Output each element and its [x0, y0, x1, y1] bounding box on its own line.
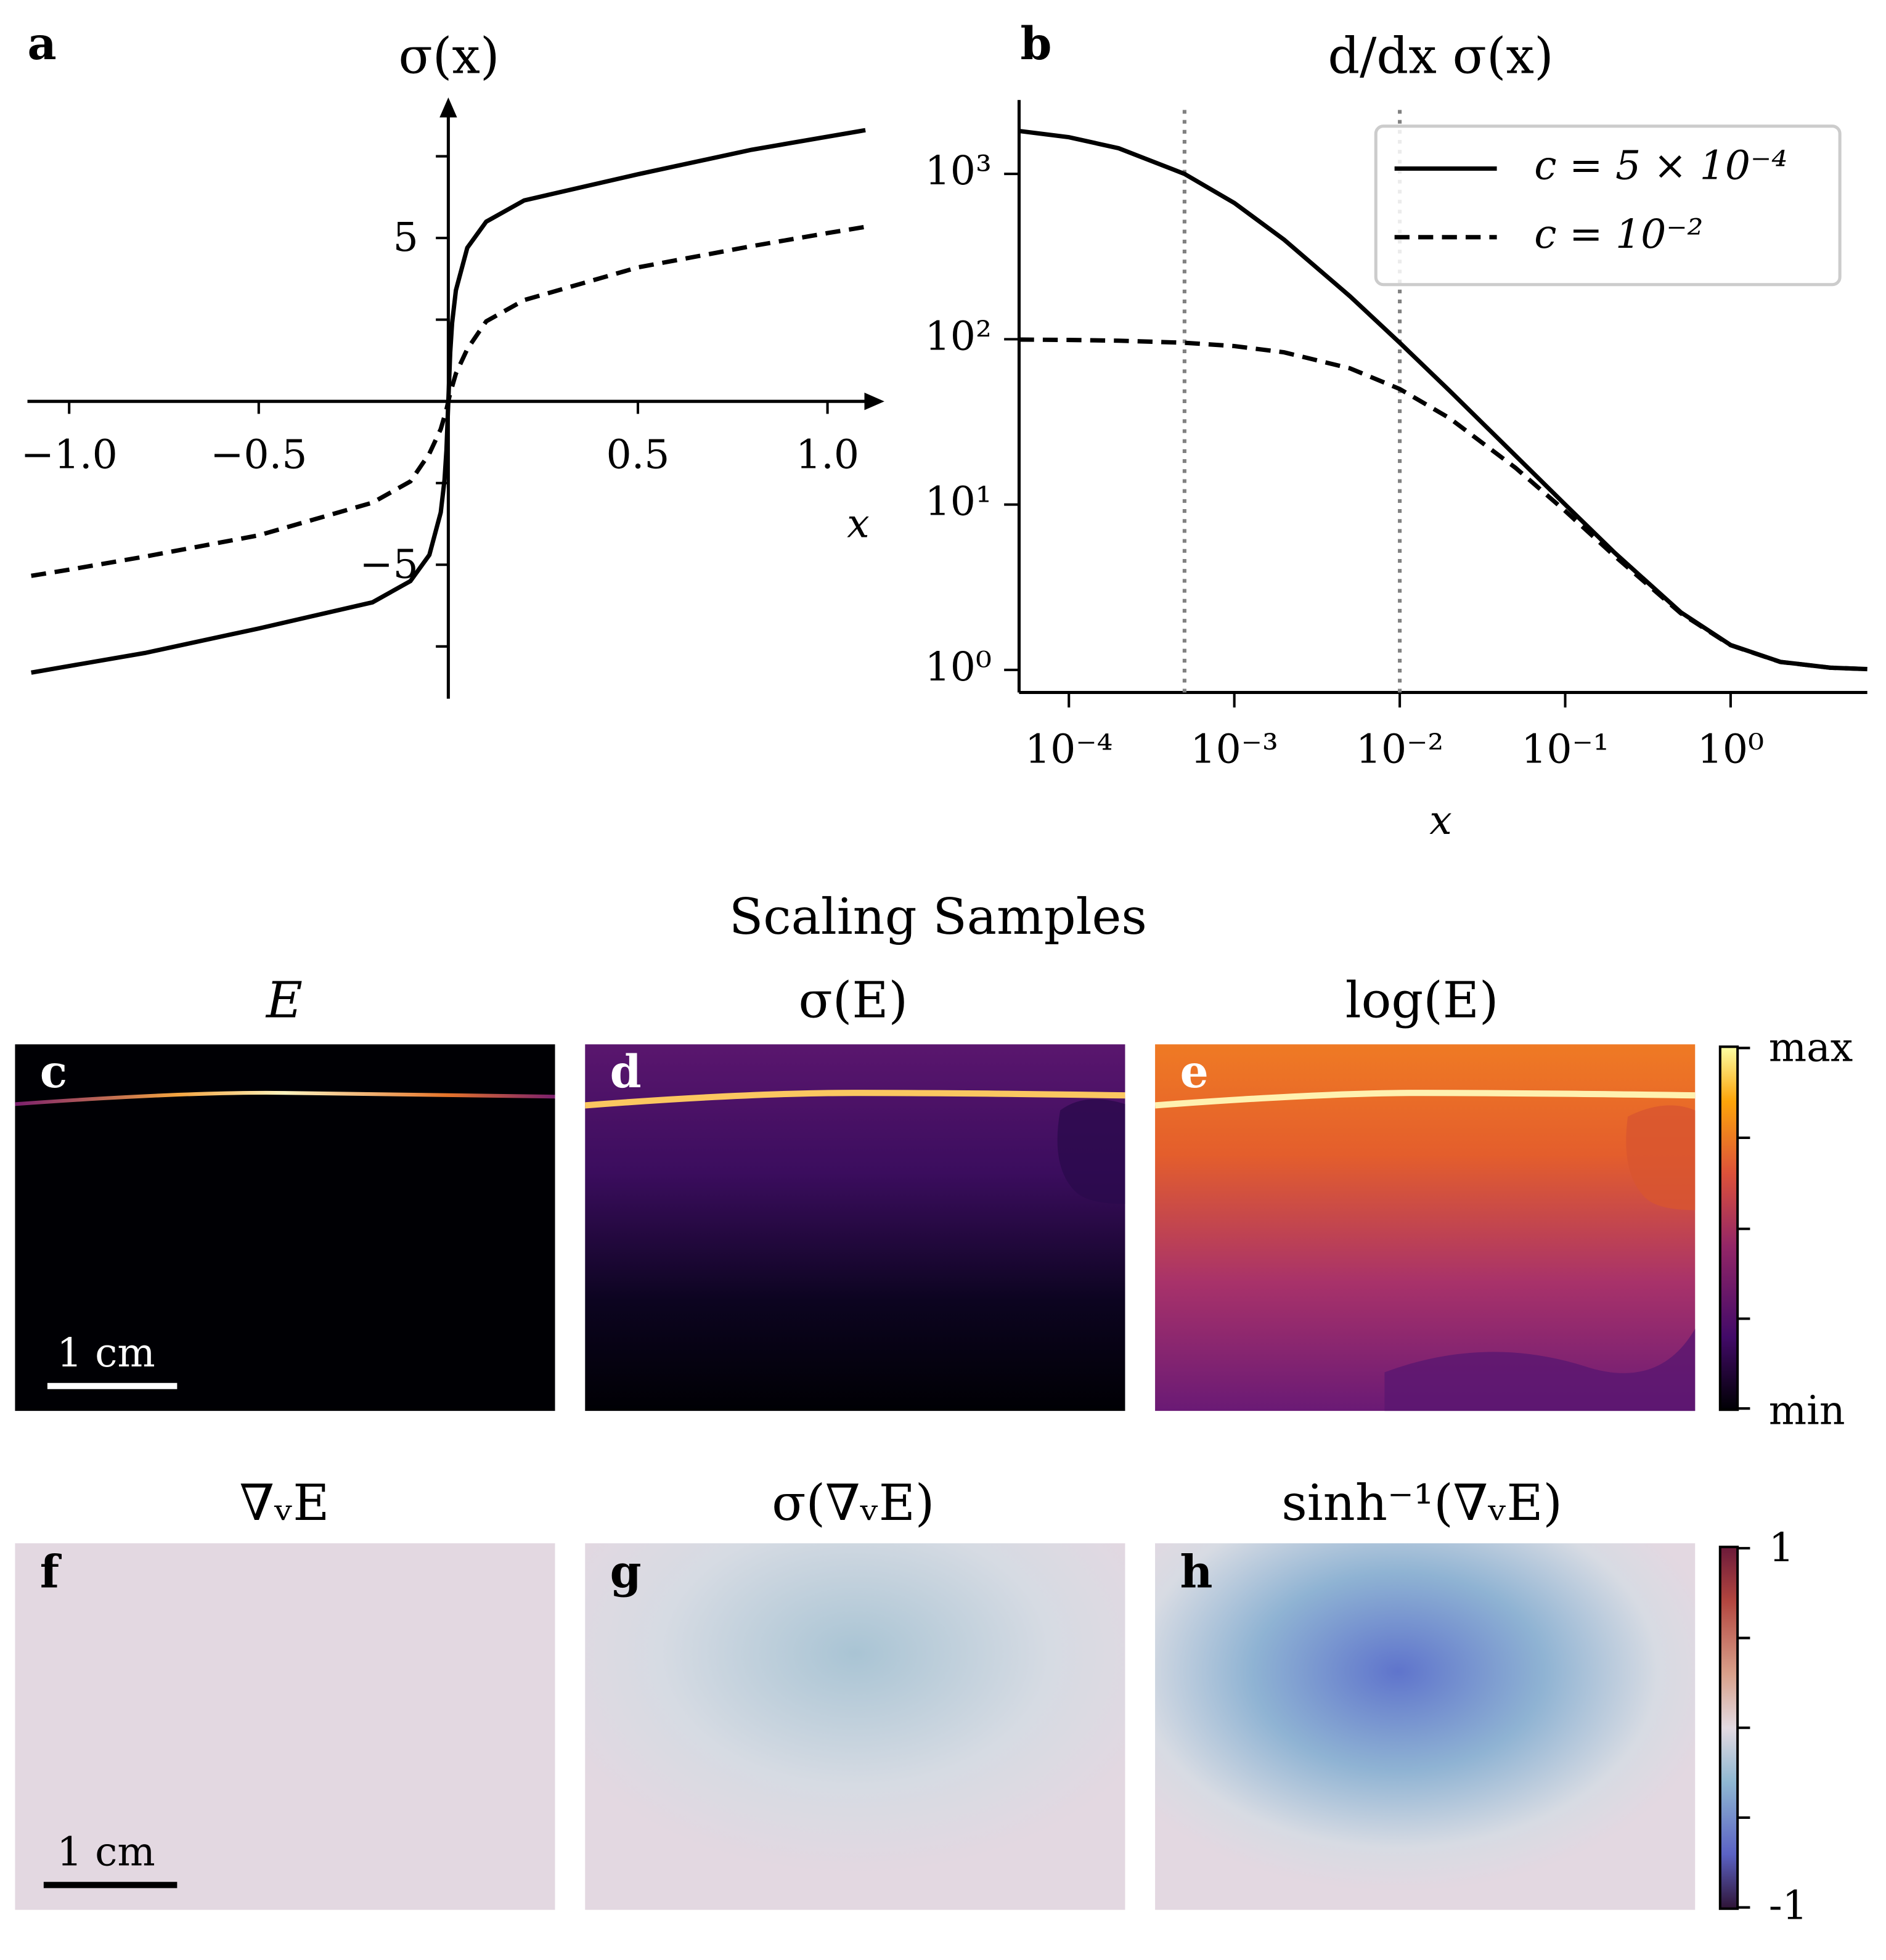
x-tick-label: 0.5	[606, 431, 670, 478]
x-axis-label: x	[847, 500, 870, 547]
image-grad-e	[15, 1543, 555, 1910]
image-asinh-grad-e	[1155, 1543, 1696, 1910]
panel-label: b	[1020, 18, 1051, 70]
panel-label: e	[1180, 1046, 1209, 1098]
y-tick-label: 10⁰	[925, 644, 992, 690]
x-tick-label: 10⁰	[1697, 727, 1764, 773]
image-e	[15, 1044, 555, 1411]
panel-title: E	[265, 971, 303, 1029]
scale-bar-label: 1 cm	[57, 1829, 155, 1876]
colorbar-label: 1	[1769, 1525, 1794, 1571]
panel-title: log(E)	[1345, 971, 1499, 1029]
panel-title: ∇ᵥE	[240, 1474, 330, 1532]
panel-label: f	[40, 1546, 62, 1598]
legend-box	[1374, 125, 1842, 287]
x-tick-label: 10⁻¹	[1521, 727, 1609, 773]
x-axis-label: x	[1429, 798, 1452, 844]
colorbar	[1718, 1045, 1750, 1910]
line	[31, 224, 866, 578]
colorbar-label: min	[1769, 1387, 1845, 1434]
line	[1019, 128, 1868, 672]
y-tick-label: 10²	[925, 313, 992, 359]
scale-bar-label: 1 cm	[57, 1330, 155, 1376]
panel-label: h	[1180, 1546, 1213, 1598]
line	[1019, 337, 1868, 672]
colorbar-label: -1	[1769, 1883, 1808, 1929]
x-tick-label: 10⁻²	[1356, 727, 1444, 773]
panel-label: a	[28, 18, 57, 70]
y-axis-arrow	[439, 97, 457, 118]
y-tick-label: 5	[393, 214, 418, 261]
x-tick-label: 10⁻⁴	[1025, 727, 1113, 773]
panel-label: g	[610, 1546, 642, 1598]
x-tick-label: 1.0	[796, 431, 859, 478]
legend-label: c = 5 × 10⁻⁴	[1534, 143, 1787, 189]
panel-label: d	[610, 1046, 642, 1098]
panel-title: sinh⁻¹(∇ᵥE)	[1281, 1474, 1562, 1532]
image-sigma-e	[585, 1044, 1125, 1411]
panel-title: σ(E)	[799, 971, 908, 1029]
x-tick-label: 10⁻³	[1190, 727, 1278, 773]
colorbar-label: max	[1769, 1024, 1853, 1071]
legend-label: c = 10⁻²	[1534, 211, 1703, 258]
x-tick-label: −0.5	[210, 431, 307, 478]
y-tick-label: 10³	[925, 148, 992, 194]
x-tick-label: −1.0	[21, 431, 118, 478]
image-sigma-grad-e	[585, 1543, 1125, 1910]
figure-title: Scaling Samples	[729, 888, 1147, 946]
image-log-e	[1155, 1044, 1696, 1411]
chart-title: d/dx σ(x)	[1328, 27, 1553, 85]
y-tick-label: 10¹	[925, 479, 992, 525]
x-axis-arrow	[864, 393, 884, 410]
panel-label: c	[40, 1046, 67, 1098]
chart-title: σ(x)	[399, 27, 500, 85]
panel-title: σ(∇ᵥE)	[772, 1474, 934, 1532]
